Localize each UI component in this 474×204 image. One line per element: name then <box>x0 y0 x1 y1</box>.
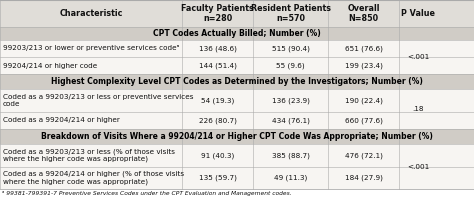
Text: <.001: <.001 <box>407 54 429 60</box>
Text: Faculty Patients
n=280: Faculty Patients n=280 <box>181 4 254 23</box>
Text: 91 (40.3): 91 (40.3) <box>201 152 234 159</box>
Bar <box>0 112 474 129</box>
Text: Coded as a 99204/214 or higher: Coded as a 99204/214 or higher <box>3 117 120 123</box>
Text: 190 (22.4): 190 (22.4) <box>345 97 383 104</box>
Text: Highest Complexity Level CPT Codes as Determined by the Investigators; Number (%: Highest Complexity Level CPT Codes as De… <box>51 77 423 86</box>
Text: 184 (27.9): 184 (27.9) <box>345 175 383 181</box>
Text: 515 (90.4): 515 (90.4) <box>272 45 310 52</box>
Bar <box>399 40 438 74</box>
Text: 135 (59.7): 135 (59.7) <box>199 175 237 181</box>
Bar <box>0 129 474 144</box>
Bar <box>0 27 474 40</box>
Bar <box>0 57 474 74</box>
Bar <box>399 89 438 129</box>
Bar <box>0 0 474 27</box>
Text: 136 (48.6): 136 (48.6) <box>199 45 237 52</box>
Text: 476 (72.1): 476 (72.1) <box>345 152 383 159</box>
Text: CPT Codes Actually Billed; Number (%): CPT Codes Actually Billed; Number (%) <box>153 29 321 38</box>
Bar <box>0 89 474 112</box>
Text: Breakdown of Visits Where a 99204/214 or Higher CPT Code Was Appropriate; Number: Breakdown of Visits Where a 99204/214 or… <box>41 132 433 141</box>
Text: 99204/214 or higher code: 99204/214 or higher code <box>3 63 97 69</box>
Text: P Value: P Value <box>401 9 435 18</box>
Bar <box>0 144 474 166</box>
Text: 226 (80.7): 226 (80.7) <box>199 117 237 124</box>
Text: Coded as a 99204/214 or higher (% of those visits
where the higher code was appr: Coded as a 99204/214 or higher (% of tho… <box>3 171 184 185</box>
Text: 54 (19.3): 54 (19.3) <box>201 97 234 104</box>
Bar <box>0 166 474 189</box>
Bar <box>399 144 438 189</box>
Bar <box>0 74 474 89</box>
Text: Characteristic: Characteristic <box>60 9 123 18</box>
Text: 55 (9.6): 55 (9.6) <box>276 62 305 69</box>
Text: Coded as a 99203/213 or less (% of those visits
where the higher code was approp: Coded as a 99203/213 or less (% of those… <box>3 148 175 162</box>
Text: Coded as a 99203/213 or less or preventive services
code: Coded as a 99203/213 or less or preventi… <box>3 94 193 107</box>
Text: 199 (23.4): 199 (23.4) <box>345 62 383 69</box>
Text: 49 (11.3): 49 (11.3) <box>274 175 307 181</box>
Text: 144 (51.4): 144 (51.4) <box>199 62 237 69</box>
Text: 651 (76.6): 651 (76.6) <box>345 45 383 52</box>
Text: 99203/213 or lower or preventive services codeᵃ: 99203/213 or lower or preventive service… <box>3 45 179 51</box>
Text: 660 (77.6): 660 (77.6) <box>345 117 383 124</box>
Text: ᵃ 99381-799391-7 Preventive Services Codes under the CPT Evaluation and Manageme: ᵃ 99381-799391-7 Preventive Services Cod… <box>2 191 292 196</box>
Text: Resident Patients
n=570: Resident Patients n=570 <box>251 4 330 23</box>
Text: <.001: <.001 <box>407 164 429 170</box>
Text: 434 (76.1): 434 (76.1) <box>272 117 310 124</box>
Text: Overall
N=850: Overall N=850 <box>347 4 380 23</box>
Bar <box>0 40 474 57</box>
Text: 136 (23.9): 136 (23.9) <box>272 97 310 104</box>
Text: 385 (88.7): 385 (88.7) <box>272 152 310 159</box>
Text: .18: .18 <box>412 106 424 112</box>
